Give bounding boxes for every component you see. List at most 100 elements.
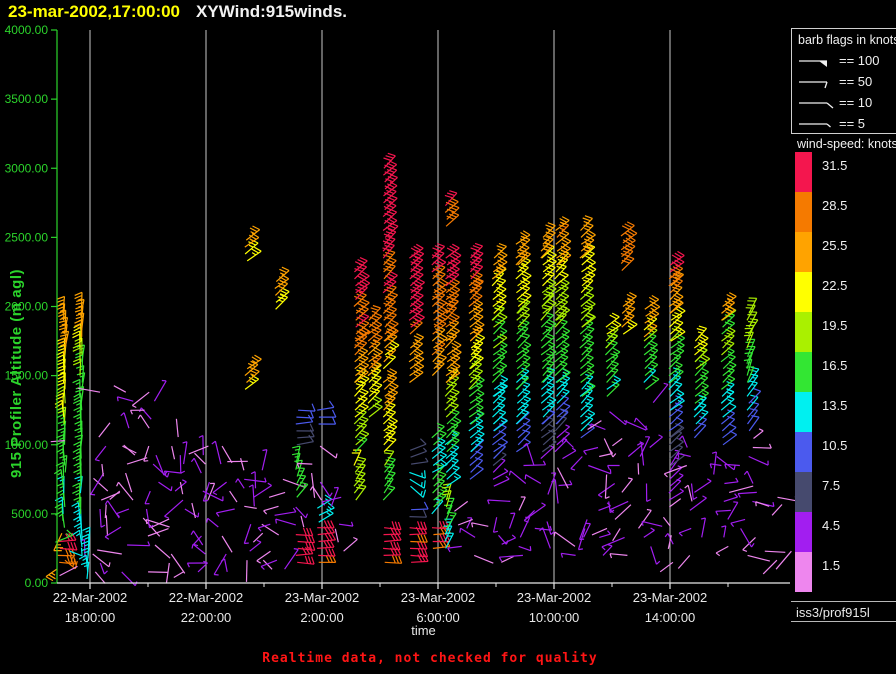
wind-barb xyxy=(724,477,739,485)
wind-barb xyxy=(515,367,530,383)
speed-swatch-label: 31.5 xyxy=(822,158,848,173)
wind-barb xyxy=(221,535,233,553)
wind-barb xyxy=(493,250,508,266)
wind-barb xyxy=(743,470,754,484)
wind-barb xyxy=(409,299,424,314)
y-tick-label: 500.00 xyxy=(11,507,48,521)
wind-barb xyxy=(191,502,196,519)
wind-barb xyxy=(561,437,574,448)
x-tick-time: 6:00:00 xyxy=(416,610,459,625)
speed-swatch-label: 4.5 xyxy=(822,518,841,533)
flag-legend-row: == 10 xyxy=(797,93,872,111)
wind-barb xyxy=(515,408,529,425)
page-title: XYWind:915winds. xyxy=(196,2,347,21)
wind-barb xyxy=(104,504,107,519)
wind-barb xyxy=(457,518,473,526)
wind-barb xyxy=(116,481,134,501)
wind-barb xyxy=(384,381,399,397)
wind-barb xyxy=(197,560,208,573)
wind-barb xyxy=(212,481,227,496)
flag-legend-label: == 50 xyxy=(839,73,873,89)
speed-swatch xyxy=(795,352,812,392)
wind-barb xyxy=(153,379,167,402)
wind-barb xyxy=(411,554,429,563)
x-tick-date: 23-Mar-2002 xyxy=(401,590,475,605)
wind-barb xyxy=(605,360,619,377)
wind-barb xyxy=(694,346,708,363)
wind-barb xyxy=(609,500,629,514)
speed-swatch xyxy=(795,472,812,512)
wind-barb xyxy=(662,516,671,527)
wind-barb xyxy=(516,319,530,335)
wind-barb xyxy=(367,319,383,335)
wind-barb xyxy=(663,464,688,478)
wind-barb xyxy=(382,216,398,231)
wind-barb xyxy=(94,445,107,462)
wind-barb xyxy=(669,389,685,404)
wind-barb xyxy=(152,463,170,478)
x-tick-time: 14:00:00 xyxy=(645,610,696,625)
wind-barb xyxy=(542,319,557,335)
wind-barb xyxy=(72,378,81,397)
wind-barb xyxy=(409,368,424,383)
wind-barb xyxy=(45,568,57,582)
wind-barb xyxy=(411,457,429,465)
wind-barb xyxy=(670,306,686,321)
wind-barb xyxy=(384,340,400,356)
wind-barb xyxy=(581,257,596,273)
wind-barb xyxy=(721,339,735,356)
wind-barb xyxy=(724,463,740,469)
speed-swatch-label: 28.5 xyxy=(822,198,848,213)
wind-barb xyxy=(580,291,595,307)
wind-barb xyxy=(433,353,447,370)
wind-barb xyxy=(206,517,219,528)
wind-barb xyxy=(409,339,423,356)
wind-barb xyxy=(284,548,299,570)
wind-barb xyxy=(355,271,370,287)
wind-barb xyxy=(603,438,617,458)
wind-barb xyxy=(318,554,337,563)
wind-barb xyxy=(556,243,571,259)
wind-barb xyxy=(246,354,262,370)
wind-barb xyxy=(689,495,707,511)
y-tick-label: 0.00 xyxy=(25,576,49,590)
wind-barb xyxy=(72,482,81,501)
wind-barb xyxy=(444,197,459,213)
wind-barb xyxy=(182,441,188,465)
wind-barb xyxy=(115,508,130,518)
wind-barb xyxy=(318,532,337,543)
wind-barb xyxy=(621,477,633,493)
wind-barb xyxy=(116,396,134,402)
wind-barb xyxy=(621,242,636,258)
wind-barb xyxy=(694,478,712,493)
wind-barb xyxy=(560,552,576,558)
wind-barb xyxy=(410,333,424,349)
wind-barb xyxy=(580,353,594,370)
wind-barb xyxy=(468,416,484,432)
wind-barb xyxy=(186,562,206,568)
wind-barb xyxy=(644,346,659,363)
wind-barb xyxy=(622,291,637,307)
wind-barb xyxy=(516,340,532,356)
wind-barb xyxy=(188,445,209,455)
wind-barb xyxy=(319,445,338,459)
wind-barb xyxy=(164,499,184,519)
wind-barb xyxy=(253,482,272,498)
wind-barb xyxy=(92,553,111,568)
wind-barb xyxy=(53,532,64,552)
wind-barb xyxy=(644,294,660,310)
wind-barb xyxy=(384,319,399,335)
wind-barb xyxy=(71,501,81,520)
wind-barb xyxy=(762,559,778,575)
wind-barb xyxy=(516,437,531,453)
wind-barb xyxy=(508,512,516,529)
wind-barb xyxy=(433,312,449,328)
wind-barb xyxy=(355,484,367,501)
wind-barb xyxy=(469,389,485,404)
wind-barb xyxy=(432,539,451,549)
y-axis-title: 915 Profiler Altitude (m agl) xyxy=(8,269,25,478)
wind-barb xyxy=(383,271,398,287)
wind-barb xyxy=(669,437,684,453)
wind-barb xyxy=(580,367,595,383)
wind-barb xyxy=(468,299,484,314)
